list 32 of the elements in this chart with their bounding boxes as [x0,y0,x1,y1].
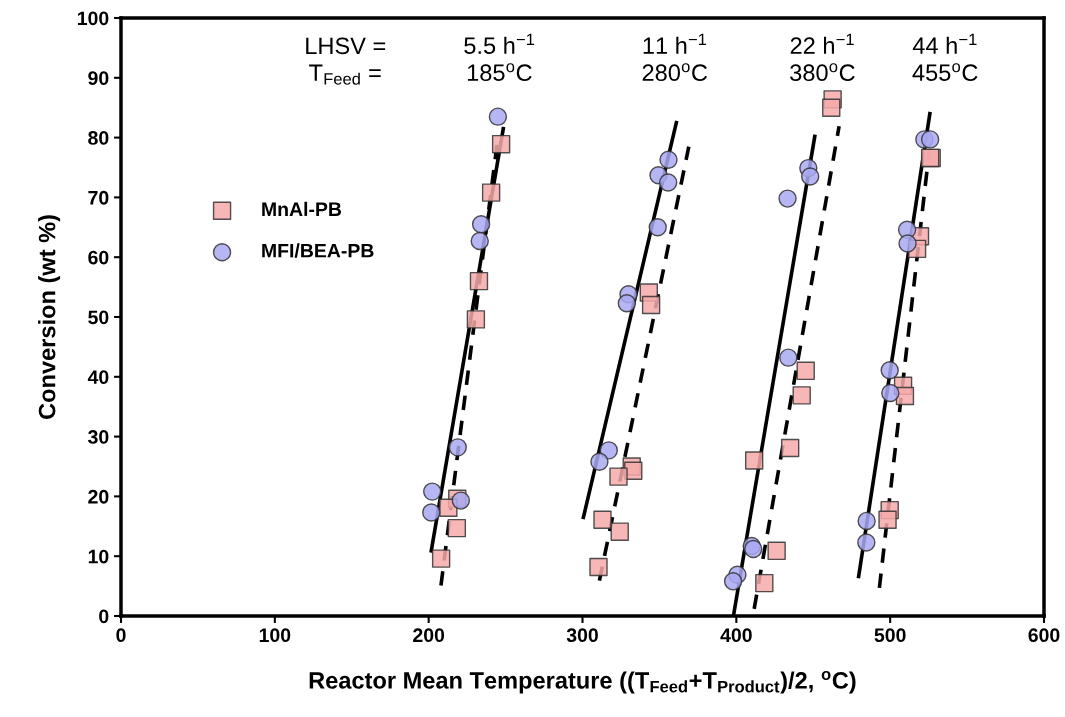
annotation: 280$^{o}$C [642,63,708,82]
y-tick-label: 60 [88,250,109,265]
x-axis-title: Reactor Mean Temperature ((T$_{Feed}$+T$_{Product}$)/2, $^{o}$C) [309,670,856,694]
y-tick-label: 70 [88,190,109,205]
y-tick-label: 50 [88,310,109,325]
annotation: LHSV = [306,37,386,55]
x-tick-label: 0 [116,628,126,643]
y-tick-label: 10 [88,549,109,564]
annotation: 380$^{o}$C [790,63,855,82]
annotation: 44 h$^{−1}$ [912,33,977,54]
y-tick-label: 90 [88,71,109,86]
x-tick-label: 200 [413,628,445,643]
annotation: 455$^{o}$C [912,63,978,82]
legend-label: MnAl-PB [262,201,342,216]
annotation: 22 h$^{−1}$ [790,33,854,54]
x-tick-label: 500 [874,628,906,643]
y-tick-label: 30 [88,430,109,444]
annotation: 5.5 h$^{−1}$ [464,33,535,55]
annotation: 185$^{o}$C [467,63,532,82]
y-tick-label: 20 [88,489,109,504]
y-tick-label: 40 [87,370,109,385]
y-tick-label: 80 [88,131,109,145]
y-axis-title: Conversion (wt %) [38,215,61,419]
x-tick-label: 100 [259,628,291,643]
x-tick-label: 400 [720,628,752,643]
annotation: 11 h$^{−1}$ [643,33,707,54]
annotation: T$_{Feed}$ = [309,64,381,85]
x-tick-label: 600 [1028,628,1060,643]
legend-label: MFI/BEA-PB [262,243,374,258]
y-tick-label: 100 [77,11,109,26]
y-tick-label: 0 [99,609,109,624]
x-tick-label: 300 [566,628,598,643]
